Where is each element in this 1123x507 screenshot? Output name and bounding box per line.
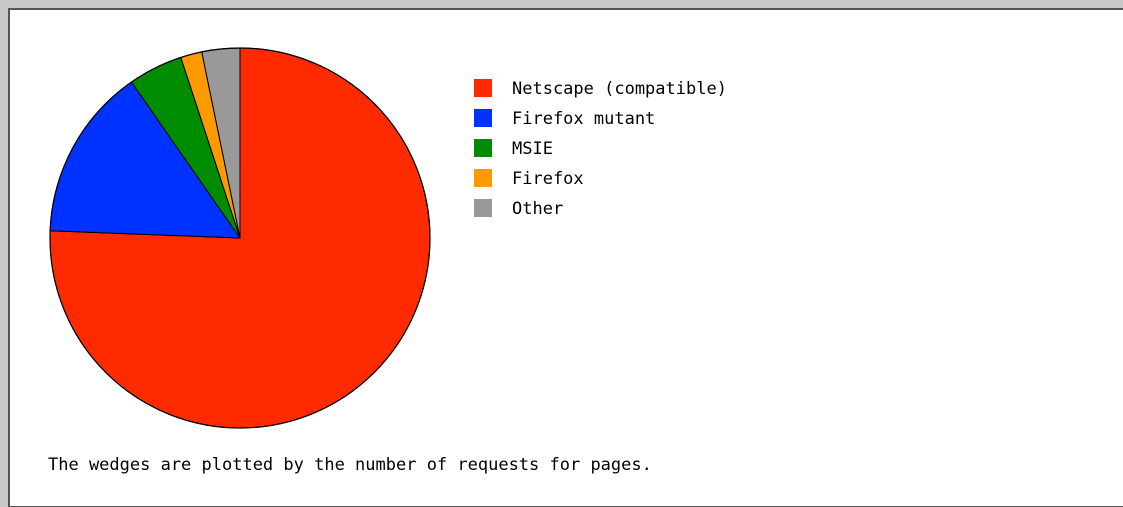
legend-swatch: [474, 79, 492, 97]
legend-item-firefox-mutant: Firefox mutant: [474, 109, 655, 129]
legend: Netscape (compatible) Firefox mutant MSIE F…: [474, 79, 727, 219]
legend-label: Netscape (compatible): [512, 79, 727, 99]
legend-item-netscape-compatible: Netscape (compatible): [474, 79, 727, 99]
legend-label: Firefox: [512, 169, 584, 189]
legend-swatch: [474, 169, 492, 187]
legend-label: MSIE: [512, 139, 553, 159]
legend-swatch: [474, 199, 492, 217]
legend-item-firefox: Firefox: [474, 169, 584, 189]
legend-label: Other: [512, 199, 563, 219]
legend-label: Firefox mutant: [512, 109, 655, 129]
pie-slices: [49, 47, 431, 429]
pie-outline: [49, 47, 431, 429]
legend-swatch: [474, 139, 492, 157]
legend-item-other: Other: [474, 199, 563, 219]
chart-caption: The wedges are plotted by the number of …: [48, 455, 652, 475]
legend-item-msie: MSIE: [474, 139, 553, 159]
legend-swatch: [474, 109, 492, 127]
